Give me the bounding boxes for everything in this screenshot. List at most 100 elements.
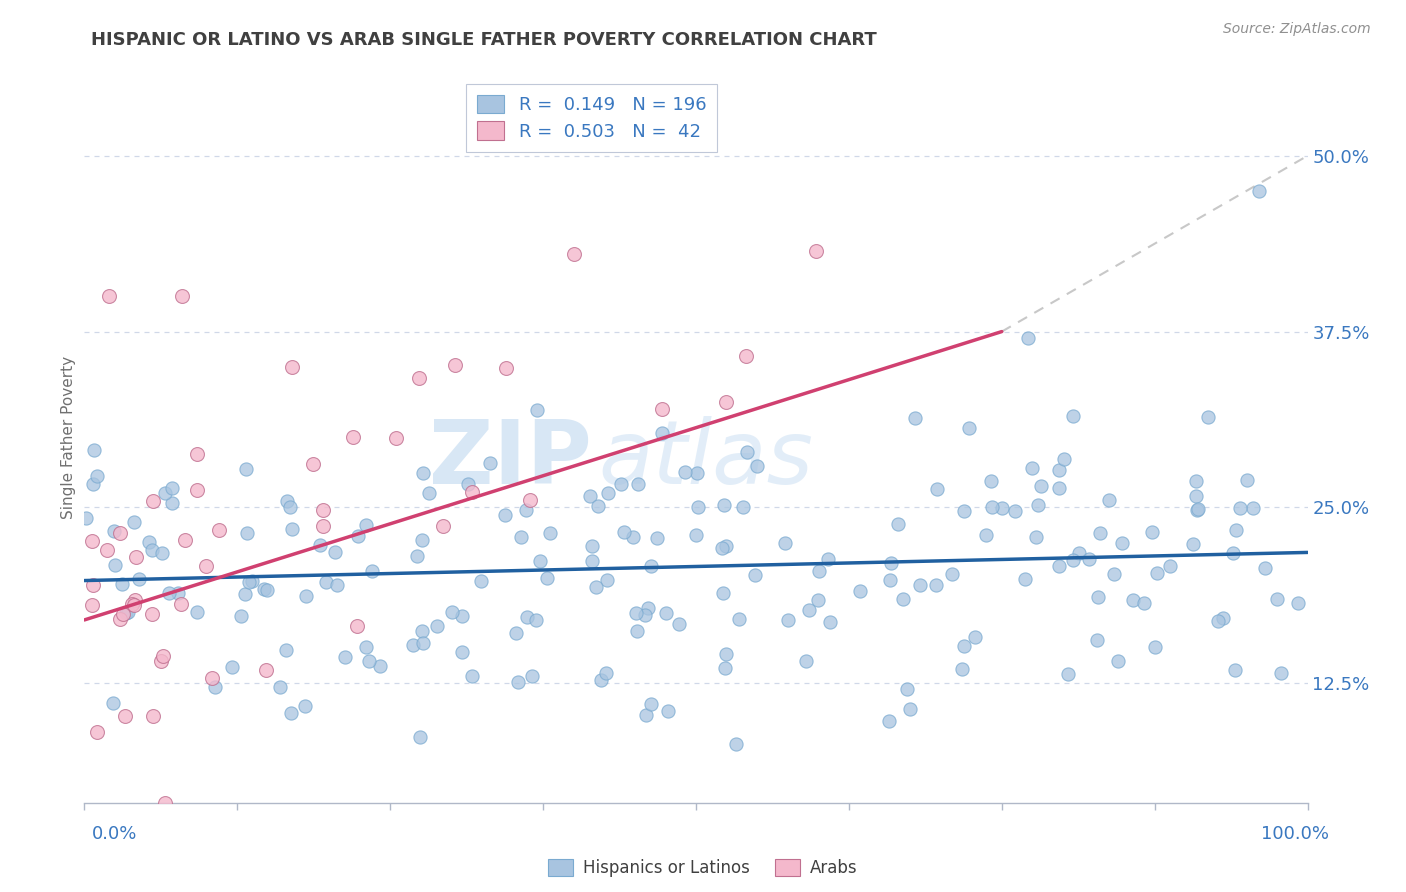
Point bbox=[83, 443, 105, 458]
Point bbox=[925, 482, 948, 496]
Point bbox=[103, 524, 125, 538]
Point bbox=[152, 648, 174, 663]
Point bbox=[1225, 523, 1247, 537]
Point bbox=[82, 477, 104, 491]
Point bbox=[295, 589, 318, 603]
Point bbox=[186, 447, 208, 461]
Point bbox=[1222, 546, 1244, 560]
Point bbox=[1247, 184, 1270, 198]
Point bbox=[204, 680, 226, 694]
Point bbox=[1021, 461, 1043, 475]
Text: 100.0%: 100.0% bbox=[1261, 825, 1329, 843]
Point bbox=[745, 458, 768, 473]
Point bbox=[974, 528, 997, 542]
Point bbox=[233, 587, 256, 601]
Legend: Hispanics or Latinos, Arabs: Hispanics or Latinos, Arabs bbox=[541, 852, 865, 884]
Point bbox=[1122, 593, 1144, 607]
Point bbox=[342, 430, 364, 444]
Point bbox=[634, 708, 657, 723]
Point bbox=[688, 500, 710, 514]
Point bbox=[166, 586, 188, 600]
Point bbox=[609, 476, 631, 491]
Point bbox=[97, 289, 120, 303]
Point bbox=[110, 577, 132, 591]
Point bbox=[110, 526, 132, 541]
Point bbox=[596, 573, 619, 587]
Point bbox=[1229, 501, 1251, 516]
Point bbox=[323, 544, 346, 558]
Point bbox=[229, 608, 252, 623]
Point bbox=[1241, 500, 1264, 515]
Point bbox=[887, 516, 910, 531]
Point bbox=[150, 655, 173, 669]
Point bbox=[1062, 553, 1084, 567]
Point bbox=[186, 605, 208, 619]
Point bbox=[1182, 537, 1205, 551]
Y-axis label: Single Father Poverty: Single Father Poverty bbox=[60, 356, 76, 518]
Point bbox=[117, 605, 139, 619]
Point bbox=[357, 654, 380, 668]
Point bbox=[908, 577, 931, 591]
Point bbox=[1187, 501, 1209, 516]
Point bbox=[1047, 462, 1070, 476]
Point bbox=[1185, 474, 1208, 488]
Point bbox=[253, 582, 276, 597]
Point bbox=[142, 494, 165, 508]
Point bbox=[727, 612, 749, 626]
Point bbox=[904, 410, 927, 425]
Point bbox=[174, 533, 197, 548]
Point bbox=[256, 582, 278, 597]
Point bbox=[1288, 596, 1310, 610]
Point bbox=[1197, 409, 1219, 424]
Point bbox=[114, 606, 136, 620]
Point bbox=[495, 361, 517, 376]
Point bbox=[1056, 666, 1078, 681]
Point bbox=[506, 675, 529, 690]
Point bbox=[776, 613, 799, 627]
Point bbox=[278, 500, 301, 515]
Point bbox=[1017, 330, 1039, 344]
Point bbox=[308, 538, 330, 552]
Point bbox=[457, 476, 479, 491]
Point bbox=[155, 796, 177, 810]
Point bbox=[796, 654, 818, 668]
Point bbox=[655, 606, 678, 620]
Point bbox=[735, 445, 758, 459]
Point bbox=[520, 669, 543, 683]
Point bbox=[640, 697, 662, 711]
Point bbox=[142, 709, 165, 723]
Point bbox=[157, 586, 180, 600]
Point bbox=[624, 607, 647, 621]
Point bbox=[325, 578, 347, 592]
Point bbox=[82, 534, 104, 549]
Point bbox=[412, 466, 434, 480]
Point bbox=[409, 730, 432, 744]
Point bbox=[1185, 489, 1208, 503]
Point bbox=[269, 681, 291, 695]
Text: Source: ZipAtlas.com: Source: ZipAtlas.com bbox=[1223, 22, 1371, 37]
Point bbox=[505, 626, 527, 640]
Point bbox=[562, 247, 585, 261]
Point bbox=[941, 566, 963, 581]
Point bbox=[478, 457, 501, 471]
Point bbox=[114, 709, 136, 723]
Point bbox=[510, 530, 533, 544]
Point bbox=[124, 593, 146, 607]
Point bbox=[925, 578, 948, 592]
Point bbox=[731, 500, 754, 514]
Point bbox=[1047, 481, 1070, 495]
Point bbox=[957, 420, 980, 434]
Point bbox=[1111, 536, 1133, 550]
Point bbox=[75, 510, 97, 524]
Point bbox=[581, 554, 603, 568]
Point bbox=[877, 714, 900, 728]
Point bbox=[1004, 503, 1026, 517]
Point bbox=[153, 485, 176, 500]
Point bbox=[411, 624, 433, 638]
Point bbox=[1144, 640, 1167, 654]
Point bbox=[347, 528, 370, 542]
Point bbox=[1102, 566, 1125, 581]
Point bbox=[950, 662, 973, 676]
Point bbox=[112, 607, 135, 621]
Point bbox=[82, 578, 104, 592]
